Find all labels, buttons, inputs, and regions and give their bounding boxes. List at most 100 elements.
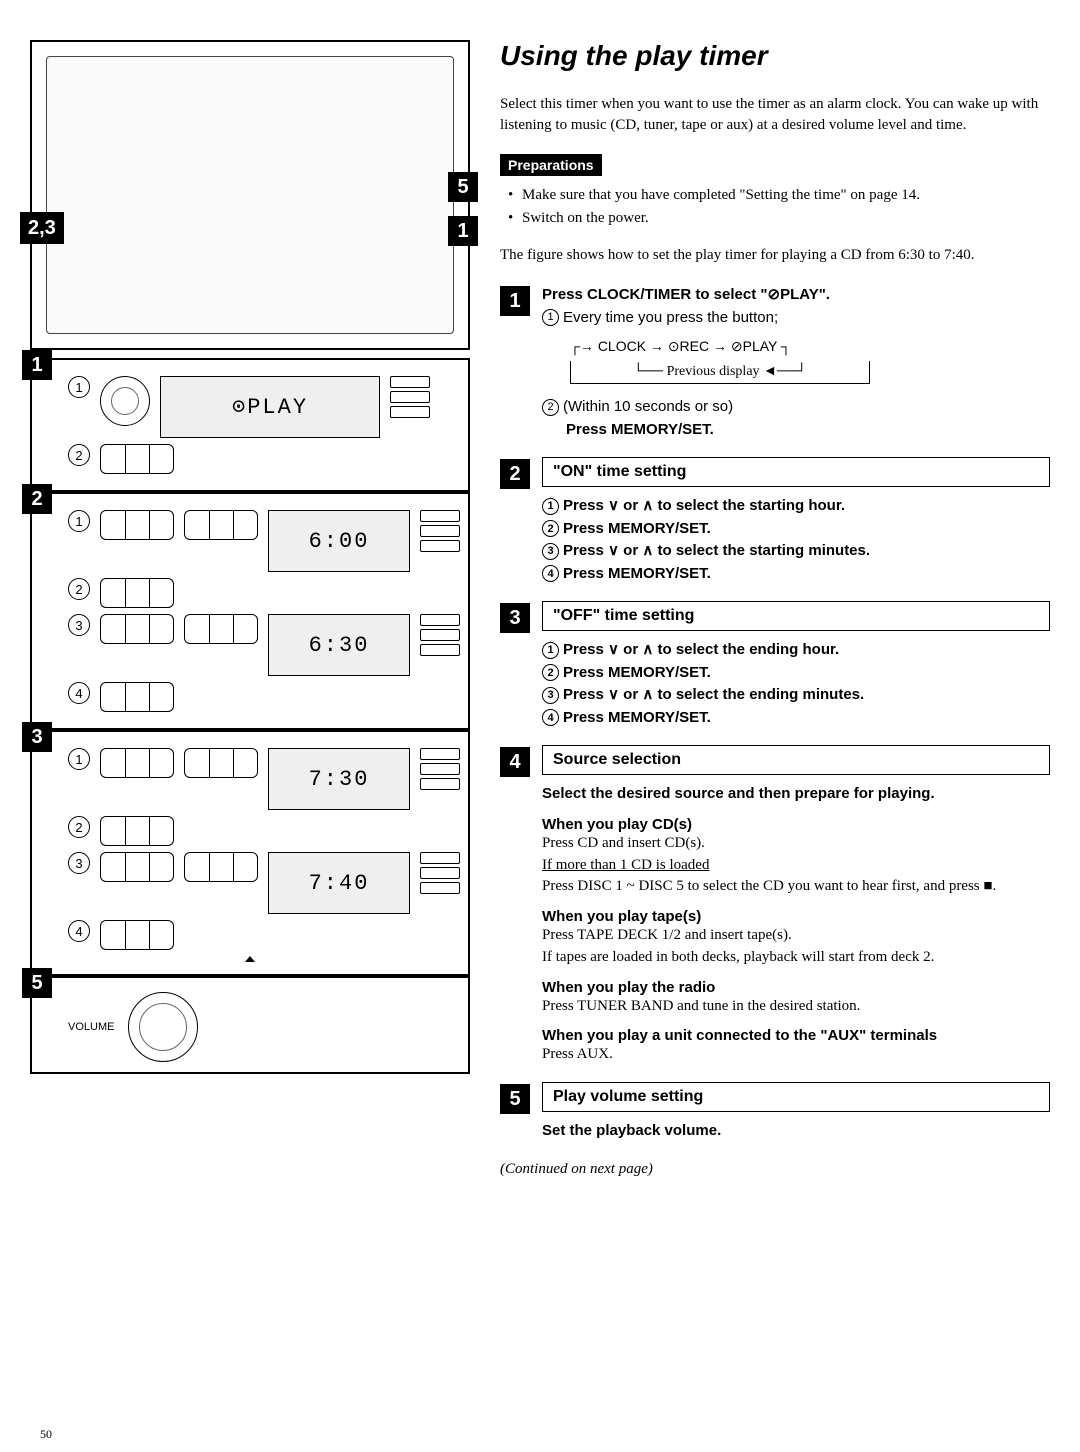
step-badge-2: 2 (500, 459, 530, 489)
step-badge-3: 3 (500, 603, 530, 633)
step4-lead: Select the desired source and then prepa… (542, 783, 1050, 806)
panel-badge-1: 1 (22, 350, 52, 380)
cd-body-ul: If more than 1 CD is loaded (542, 855, 1050, 877)
tape-body2: If tapes are loaded in both decks, playb… (542, 947, 1050, 969)
cd-body: Press CD and insert CD(s). (542, 833, 1050, 855)
step2-item: Press ∨ or ∧ to select the starting minu… (563, 542, 870, 559)
panel-badge-3: 3 (22, 722, 52, 752)
step-badge-5: 5 (500, 1084, 530, 1114)
step3-item: Press ∨ or ∧ to select the ending minute… (563, 686, 864, 703)
substep-3: 3 (68, 614, 90, 636)
control-buttons-icon (184, 510, 258, 540)
callout-5: 5 (448, 172, 478, 202)
step-1: 1 Press CLOCK/TIMER to select "⊘PLAY". 1… (500, 284, 1050, 441)
diagram-panel-2: 2 1 6:00 2 3 6:30 4 (30, 492, 470, 730)
page-title: Using the play timer (500, 40, 1050, 72)
sub-1-icon: 1 (542, 309, 559, 326)
control-buttons-icon (184, 748, 258, 778)
prep-list: Make sure that you have completed "Setti… (508, 184, 1050, 229)
intro-text: Select this timer when you want to use t… (500, 94, 1050, 136)
step3-item: Press MEMORY/SET. (563, 664, 711, 681)
control-buttons-icon (100, 920, 174, 950)
substep-1: 1 (68, 376, 90, 398)
step1-sub2a: (Within 10 seconds or so) (563, 398, 733, 415)
side-icons (420, 852, 460, 894)
page-number: 50 (40, 1427, 52, 1442)
callout-2-3: 2,3 (20, 212, 64, 244)
substep-4: 4 (68, 682, 90, 704)
control-buttons-icon (100, 510, 174, 540)
lcd-display: 6:00 (268, 510, 410, 572)
control-buttons-icon (100, 614, 174, 644)
diagram-column: 2,3 5 1 1 1 ⊙PLAY 2 2 1 (30, 40, 470, 1178)
substep-2: 2 (68, 578, 90, 600)
figure-note: The figure shows how to set the play tim… (500, 245, 1050, 266)
caret-icon (245, 956, 255, 962)
panel-badge-5: 5 (22, 968, 52, 998)
lcd-display: ⊙PLAY (160, 376, 380, 438)
substep-1: 1 (68, 510, 90, 532)
step-5: 5 Play volume setting Set the playback v… (500, 1082, 1050, 1143)
substep-3: 3 (68, 852, 90, 874)
step-2: 2 "ON" time setting 1Press ∨ or ∧ to sel… (500, 457, 1050, 585)
step2-box-title: "ON" time setting (542, 457, 1050, 487)
step1-sub2b: Press MEMORY/SET. (542, 419, 1050, 442)
prep-item: Make sure that you have completed "Setti… (508, 184, 1050, 207)
step4-box-title: Source selection (542, 745, 1050, 775)
control-buttons-icon (100, 578, 174, 608)
volume-knob-icon (128, 992, 198, 1062)
control-buttons-icon (100, 682, 174, 712)
prep-item: Switch on the power. (508, 207, 1050, 230)
lcd-display: 7:40 (268, 852, 410, 914)
step3-box-title: "OFF" time setting (542, 601, 1050, 631)
substep-2: 2 (68, 816, 90, 838)
instruction-column: Using the play timer Select this timer w… (500, 40, 1050, 1178)
lcd-display: 7:30 (268, 748, 410, 810)
lcd-display: 6:30 (268, 614, 410, 676)
step-badge-1: 1 (500, 286, 530, 316)
diagram-panel-3: 3 1 7:30 2 3 7:40 4 (30, 730, 470, 976)
control-buttons-icon (100, 748, 174, 778)
step3-item: Press ∨ or ∧ to select the ending hour. (563, 641, 839, 658)
control-buttons-icon (184, 852, 258, 882)
substep-4: 4 (68, 920, 90, 942)
step-3: 3 "OFF" time setting 1Press ∨ or ∧ to se… (500, 601, 1050, 729)
side-icons (420, 510, 460, 552)
substep-2: 2 (68, 444, 90, 466)
side-icons (420, 748, 460, 790)
panel-badge-2: 2 (22, 484, 52, 514)
diagram-panel-5: 5 VOLUME (30, 976, 470, 1074)
sub-2-icon: 2 (542, 399, 559, 416)
control-buttons-icon (100, 444, 174, 474)
step1-flow: ┌→ CLOCK → ⊙REC → ⊘PLAY ┐ (570, 335, 1050, 357)
volume-label: VOLUME (68, 1021, 114, 1033)
side-icons (420, 614, 460, 656)
step5-box-title: Play volume setting (542, 1082, 1050, 1112)
control-buttons-icon (184, 614, 258, 644)
preparations-label: Preparations (500, 154, 602, 176)
step2-item: Press ∨ or ∧ to select the starting hour… (563, 497, 845, 514)
step1-sub1: Every time you press the button; (563, 309, 778, 326)
step2-item: Press MEMORY/SET. (563, 520, 711, 537)
cd-body3: Press DISC 1 ~ DISC 5 to select the CD y… (542, 876, 1050, 898)
step-4: 4 Source selection Select the desired so… (500, 745, 1050, 1066)
step5-lead: Set the playback volume. (542, 1120, 1050, 1143)
radio-body: Press TUNER BAND and tune in the desired… (542, 996, 1050, 1018)
aux-body: Press AUX. (542, 1044, 1050, 1066)
tape-head: When you play tape(s) (542, 908, 1050, 925)
continued-note: (Continued on next page) (500, 1161, 1050, 1178)
step1-title: Press CLOCK/TIMER to select "⊘PLAY". (542, 284, 1050, 307)
control-buttons-icon (100, 852, 174, 882)
step1-flow-return: └── Previous display ◄──┘ (570, 361, 870, 384)
diagram-panel-1: 1 1 ⊙PLAY 2 (30, 358, 470, 492)
step2-item: Press MEMORY/SET. (563, 565, 711, 582)
radio-head: When you play the radio (542, 979, 1050, 996)
knob-icon (100, 376, 150, 426)
callout-1: 1 (448, 216, 478, 246)
step3-item: Press MEMORY/SET. (563, 709, 711, 726)
aux-head: When you play a unit connected to the "A… (542, 1027, 1050, 1044)
step-badge-4: 4 (500, 747, 530, 777)
tape-body1: Press TAPE DECK 1/2 and insert tape(s). (542, 925, 1050, 947)
substep-1: 1 (68, 748, 90, 770)
side-icons (390, 376, 430, 418)
